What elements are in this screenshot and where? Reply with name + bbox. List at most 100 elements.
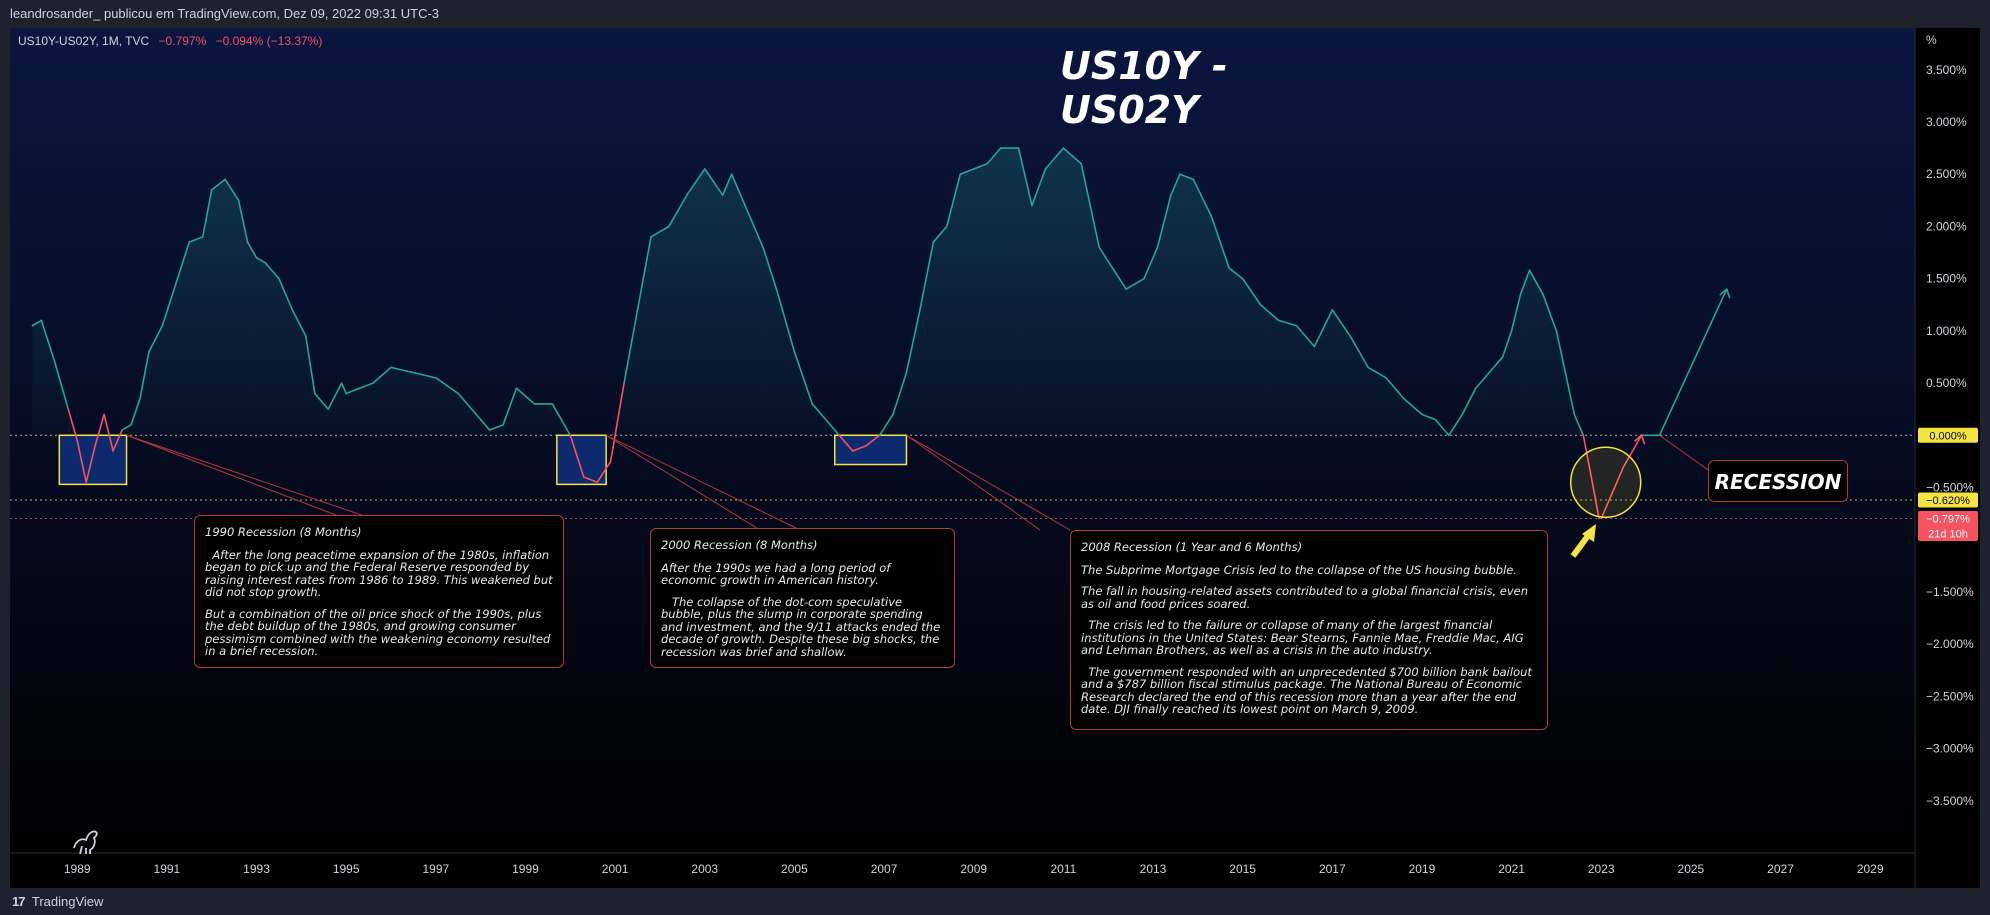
series-segment[interactable] xyxy=(358,382,374,390)
series-segment[interactable] xyxy=(488,424,504,431)
series-segment[interactable] xyxy=(246,241,258,259)
series-segment[interactable] xyxy=(1573,413,1585,437)
series-segment[interactable] xyxy=(838,434,854,452)
series-segment[interactable] xyxy=(636,236,652,311)
series-segment[interactable] xyxy=(1591,481,1600,520)
series-segment[interactable] xyxy=(1062,147,1083,165)
series-segment[interactable] xyxy=(1349,335,1369,369)
series-segment[interactable] xyxy=(793,350,814,405)
series-segment[interactable] xyxy=(130,397,141,426)
series-segment[interactable] xyxy=(475,413,491,431)
series-segment[interactable] xyxy=(148,324,164,353)
series-segment[interactable] xyxy=(139,350,150,400)
chart-svg[interactable]: 3.500% 3.000% 2.500% 2.000% 1.500% 1.000% 0.50… xyxy=(10,28,1980,888)
series-segment[interactable] xyxy=(1192,178,1213,217)
series-segment[interactable] xyxy=(946,173,962,228)
series-segment[interactable] xyxy=(305,335,316,395)
series-segment[interactable] xyxy=(457,392,477,416)
series-segment[interactable] xyxy=(103,413,114,452)
series-segment[interactable] xyxy=(703,168,724,196)
series-segment[interactable] xyxy=(1564,371,1576,416)
series-segment[interactable] xyxy=(1259,303,1280,322)
series-segment[interactable] xyxy=(824,418,841,437)
series-segment[interactable] xyxy=(609,382,625,463)
series-segment[interactable] xyxy=(1170,173,1181,196)
series-segment[interactable] xyxy=(1582,434,1594,484)
series-segment[interactable] xyxy=(94,413,105,447)
series-segment[interactable] xyxy=(76,439,87,484)
series-segment[interactable] xyxy=(255,256,267,264)
series-segment[interactable] xyxy=(121,424,132,431)
series-segment[interactable] xyxy=(919,241,935,311)
legend-symbol[interactable]: US10Y-US02Y, 1M, TVC xyxy=(18,34,150,48)
series-segment[interactable] xyxy=(1510,293,1522,332)
series-segment[interactable] xyxy=(237,199,249,243)
series-segment[interactable] xyxy=(1295,324,1316,348)
series-segment[interactable] xyxy=(1403,397,1423,416)
series-segment[interactable] xyxy=(596,460,612,484)
series-segment[interactable] xyxy=(1080,162,1101,249)
series-segment[interactable] xyxy=(1519,269,1531,296)
series-segment[interactable] xyxy=(372,366,392,384)
series-segment[interactable] xyxy=(345,387,361,395)
series-segment[interactable] xyxy=(623,309,639,384)
series-segment[interactable] xyxy=(515,387,536,405)
series-segment[interactable] xyxy=(1017,147,1033,207)
series-segment[interactable] xyxy=(668,194,688,228)
series-segment[interactable] xyxy=(650,225,670,238)
series-segment[interactable] xyxy=(878,413,894,437)
series-segment[interactable] xyxy=(1143,246,1159,280)
series-segment[interactable] xyxy=(1277,319,1298,327)
recession-label[interactable]: RECESSION xyxy=(1708,460,1848,502)
series-segment[interactable] xyxy=(1488,356,1504,374)
series-segment[interactable] xyxy=(721,173,733,196)
series-segment[interactable] xyxy=(986,147,1002,165)
series-segment[interactable] xyxy=(551,403,572,437)
series-segment[interactable] xyxy=(67,408,79,442)
series-segment[interactable] xyxy=(1228,267,1244,280)
series-segment[interactable] xyxy=(1474,371,1490,390)
series-segment[interactable] xyxy=(1555,330,1567,374)
series-segment[interactable] xyxy=(278,277,294,311)
series-segment[interactable] xyxy=(1313,309,1334,348)
series-segment[interactable] xyxy=(40,319,56,363)
series-segment[interactable] xyxy=(1241,277,1262,306)
series-segment[interactable] xyxy=(161,283,177,327)
series-segment[interactable] xyxy=(224,178,240,202)
series-segment[interactable] xyxy=(201,189,213,238)
series-segment[interactable] xyxy=(1542,293,1558,332)
series-segment[interactable] xyxy=(1156,194,1172,249)
series-segment[interactable] xyxy=(762,246,778,290)
chart-area[interactable]: 3.500% 3.000% 2.500% 2.000% 1.500% 1.000% 0.50… xyxy=(10,28,1980,888)
series-segment[interactable] xyxy=(686,168,706,196)
series-segment[interactable] xyxy=(905,309,921,374)
series-segment[interactable] xyxy=(730,173,746,207)
series-segment[interactable] xyxy=(1367,366,1387,379)
series-segment[interactable] xyxy=(851,444,867,452)
series-segment[interactable] xyxy=(291,309,307,337)
series-segment[interactable] xyxy=(972,162,988,170)
series-segment[interactable] xyxy=(1385,377,1405,400)
series-segment[interactable] xyxy=(1421,413,1437,421)
series-segment[interactable] xyxy=(1461,387,1477,416)
series-segment[interactable] xyxy=(1434,418,1450,437)
series-segment[interactable] xyxy=(327,382,343,410)
series-segment[interactable] xyxy=(582,476,598,484)
series-segment[interactable] xyxy=(502,387,518,426)
series-segment[interactable] xyxy=(175,241,191,285)
annotation-2000[interactable]: 2000 Recession (8 Months) After the 1990… xyxy=(650,528,955,668)
series-segment[interactable] xyxy=(112,429,123,452)
series-segment[interactable] xyxy=(1098,246,1114,269)
series-segment[interactable] xyxy=(188,236,204,243)
series-segment[interactable] xyxy=(1210,215,1230,269)
series-segment[interactable] xyxy=(54,361,70,410)
series-segment[interactable] xyxy=(85,444,96,484)
series-segment[interactable] xyxy=(390,366,415,374)
series-segment[interactable] xyxy=(412,371,437,379)
series-segment[interactable] xyxy=(959,168,975,176)
series-segment[interactable] xyxy=(775,288,796,353)
series-segment[interactable] xyxy=(1501,330,1513,358)
series-segment[interactable] xyxy=(1031,168,1047,207)
series-segment[interactable] xyxy=(313,392,330,410)
series-segment[interactable] xyxy=(1044,147,1065,170)
